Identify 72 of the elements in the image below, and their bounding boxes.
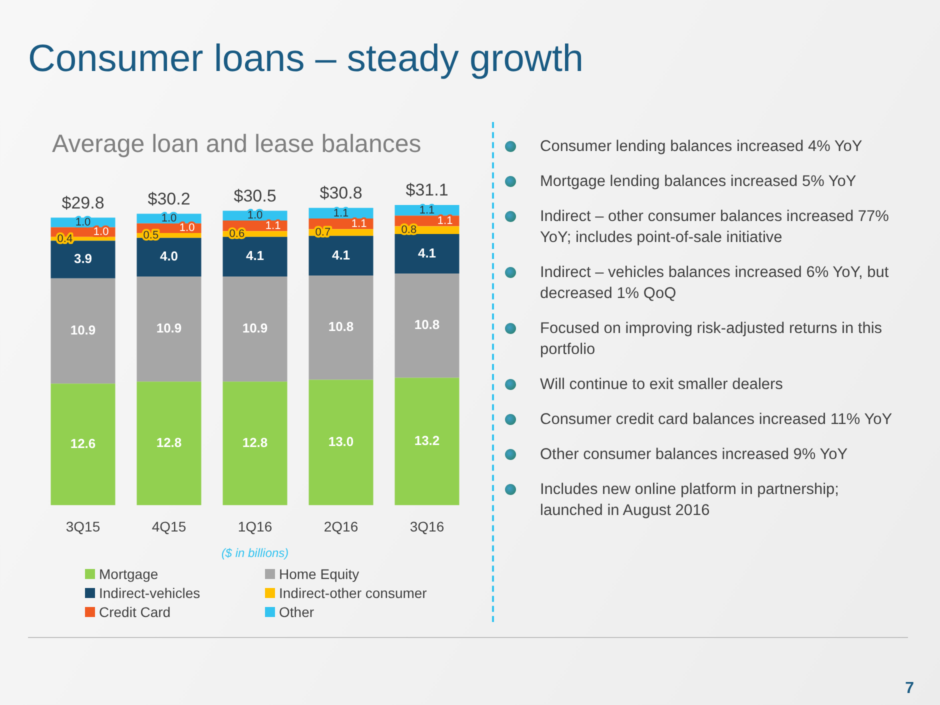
chart-title: Consumer loans – steady growth: [28, 38, 584, 81]
total-label: $29.8: [62, 193, 104, 212]
bar: [50, 384, 116, 506]
text: Consumer credit card balances increased 11% YoY: [539, 410, 894, 430]
data-label: 4.0: [160, 248, 178, 264]
bar: [222, 382, 288, 506]
data-label: 1.1: [265, 220, 281, 232]
bar: [136, 276, 202, 382]
legend-label: Credit Card: [98, 604, 172, 620]
data-label: 13.2: [414, 433, 440, 448]
text: Will continue to exit smaller dealers: [539, 375, 784, 395]
total-label: $31.1: [406, 180, 448, 200]
text: Mortgage lending balances increased 5% YoY: [539, 172, 858, 192]
data-label: 13.0: [328, 434, 354, 450]
data-label: 1.0: [179, 222, 195, 234]
bar: [394, 378, 460, 506]
bar: [308, 275, 374, 380]
bar: [308, 236, 374, 276]
bar: [50, 278, 116, 384]
data-label: 1.1: [437, 214, 453, 227]
data-label: 1.1: [419, 204, 435, 216]
data-label: 4.1: [246, 248, 264, 264]
data-label: 0.7: [315, 226, 331, 239]
legend-label: Other: [278, 604, 316, 620]
data-label: 4.1: [418, 245, 436, 260]
text: Indirect – vehicles balances increased 6% YoY, but decreased 1% QoQ: [539, 263, 890, 304]
legend-label: Indirect-vehicles: [98, 585, 202, 601]
total-label: $30.5: [234, 186, 276, 206]
bar: [308, 380, 374, 506]
data-label: 10.9: [242, 320, 268, 336]
data-label: 10.8: [328, 319, 354, 334]
legend-label: Home Equity: [278, 566, 360, 582]
data-label: 0.8: [401, 224, 417, 236]
bar: [394, 274, 460, 378]
x-tick-label: 4Q15: [152, 518, 186, 534]
bar: [394, 234, 460, 274]
legend-label: Mortgage: [98, 566, 160, 582]
data-label: 10.9: [70, 322, 96, 338]
chart-subtitle: Average loan and lease balances: [52, 130, 422, 159]
data-label: 1.0: [93, 226, 109, 238]
text: Includes new online platform in partnership; launched in August 2016: [539, 480, 840, 521]
text: Other consumer balances increased 9% YoY: [539, 445, 849, 465]
data-label: 4.1: [332, 247, 350, 262]
bar: [50, 240, 116, 278]
bar: [136, 238, 202, 276]
data-label: 3.9: [74, 251, 92, 266]
text: 7: [905, 680, 914, 698]
text: Focused on improving risk-adjusted returns in this portfolio: [539, 319, 884, 360]
data-label: 12.8: [242, 435, 268, 450]
data-label: 1.0: [75, 216, 91, 228]
x-tick-label: 1Q16: [238, 518, 272, 534]
text: Consumer lending balances increased 4% YoY: [539, 137, 864, 157]
x-tick-label: 3Q16: [410, 518, 444, 534]
bar: [136, 382, 202, 506]
data-label: 10.9: [156, 320, 182, 336]
data-label: 12.6: [70, 436, 96, 451]
text: Indirect – other consumer balances increased 77% YoY; includes point-of-sale initiative: [539, 207, 890, 248]
bar: [222, 236, 288, 276]
data-label: 1.0: [247, 210, 263, 222]
data-label: 1.1: [351, 218, 367, 230]
x-tick-label: 2Q16: [324, 518, 358, 534]
data-label: 1.0: [161, 212, 177, 225]
legend-label: Indirect-other consumer: [278, 585, 428, 601]
x-tick-label: 3Q15: [66, 518, 100, 534]
text: ($ in billions): [220, 546, 290, 560]
data-label: 12.8: [156, 435, 182, 450]
data-label: 10.8: [414, 317, 440, 332]
data-label: 0.6: [229, 228, 245, 240]
bar: [222, 276, 288, 382]
total-label: $30.2: [148, 189, 190, 208]
total-label: $30.8: [320, 184, 362, 203]
data-label: 1.1: [333, 207, 349, 220]
